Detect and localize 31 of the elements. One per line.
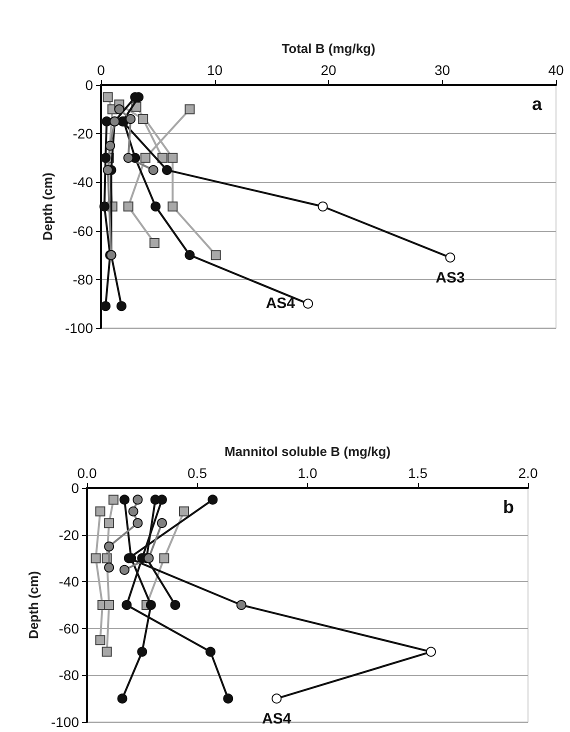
y-tick-label: -20 bbox=[72, 126, 94, 142]
x-tick-label: 2.0 bbox=[518, 465, 538, 481]
x-tick-label: 1.5 bbox=[408, 465, 428, 481]
series-label: AS4 bbox=[266, 295, 296, 312]
y-tick-label: -100 bbox=[64, 320, 94, 336]
y-tick-label: -100 bbox=[50, 714, 80, 730]
y-tick-label: 0 bbox=[85, 77, 94, 93]
annotation: b bbox=[503, 497, 514, 517]
annotation: a bbox=[532, 94, 543, 114]
y-tick-label: -60 bbox=[72, 222, 94, 239]
y-tick-label: -80 bbox=[58, 667, 80, 684]
y-tick-label: 0 bbox=[71, 480, 80, 496]
x-tick-label: 20 bbox=[320, 62, 336, 78]
y-axis-title: Depth (cm) bbox=[26, 571, 42, 639]
x-tick-label: 0.0 bbox=[77, 465, 97, 481]
x-axis-title: Mannitol soluble B (mg/kg) bbox=[224, 444, 391, 459]
series-label: AS4 bbox=[262, 710, 292, 728]
x-tick-label: 0 bbox=[97, 62, 106, 78]
x-tick-label: 40 bbox=[548, 62, 564, 78]
x-axis-title: Total B (mg/kg) bbox=[282, 41, 376, 56]
x-tick-label: 0.5 bbox=[188, 465, 208, 481]
x-tick-label: 10 bbox=[206, 62, 223, 78]
y-tick-label: -80 bbox=[72, 271, 94, 288]
y-tick-label: -60 bbox=[58, 620, 80, 636]
x-tick-label: 30 bbox=[434, 62, 450, 78]
y-tick-label: -40 bbox=[58, 574, 80, 590]
y-axis-title: Depth (cm) bbox=[40, 172, 56, 240]
series-label: AS3 bbox=[436, 270, 465, 287]
x-tick-label: 1.0 bbox=[298, 465, 318, 481]
y-tick-label: -40 bbox=[72, 174, 94, 190]
y-tick-label: -20 bbox=[58, 526, 80, 543]
